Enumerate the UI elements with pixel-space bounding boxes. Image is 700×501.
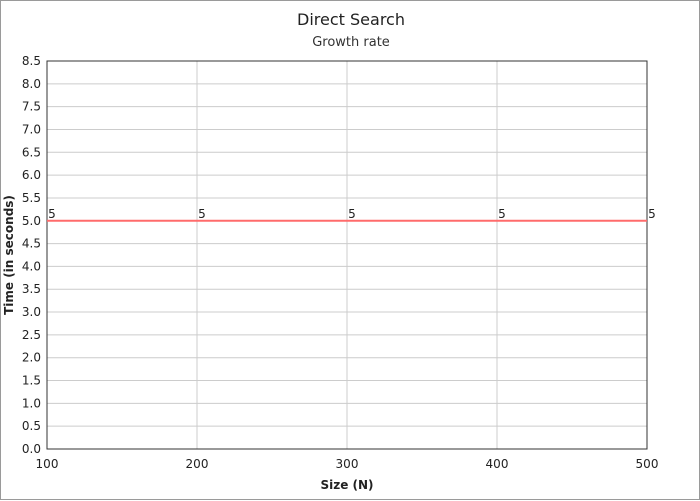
x-tick-label: 400 (486, 457, 509, 471)
y-tick-label: 4.5 (22, 237, 41, 251)
y-axis-ticks: 0.0 0.5 1.0 1.5 2.0 2.5 3.0 3.5 4.0 4.5 5.0 5.5 6.0 6… (22, 54, 41, 456)
x-axis-label: Size (N) (320, 478, 373, 492)
y-tick-label: 8.5 (22, 54, 41, 68)
y-tick-label: 5.5 (22, 191, 41, 205)
x-axis-ticks: 100 200 300 400 500 (36, 457, 659, 471)
y-tick-label: 8.0 (22, 77, 41, 91)
y-tick-label: 1.5 (22, 374, 41, 388)
y-tick-label: 6.0 (22, 168, 41, 182)
y-tick-label: 0.5 (22, 419, 41, 433)
y-tick-label: 7.0 (22, 122, 41, 136)
data-label: 5 (348, 207, 356, 221)
x-tick-label: 200 (186, 457, 209, 471)
data-labels: 5 5 5 5 5 (48, 207, 656, 221)
y-tick-label: 0.0 (22, 442, 41, 456)
y-axis-label: Time (in seconds) (2, 195, 16, 315)
data-label: 5 (48, 207, 56, 221)
y-tick-label: 5.0 (22, 214, 41, 228)
data-label: 5 (198, 207, 206, 221)
y-tick-label: 6.5 (22, 145, 41, 159)
y-tick-label: 2.0 (22, 351, 41, 365)
chart-title: Direct Search (297, 10, 405, 29)
plot-area (46, 60, 648, 450)
x-tick-label: 300 (336, 457, 359, 471)
y-tick-label: 7.5 (22, 100, 41, 114)
y-tick-label: 2.5 (22, 328, 41, 342)
y-tick-label: 1.0 (22, 396, 41, 410)
data-label: 5 (648, 207, 656, 221)
grid-lines (46, 60, 648, 450)
x-tick-label: 500 (636, 457, 659, 471)
y-tick-label: 4.0 (22, 259, 41, 273)
chart-subtitle: Growth rate (312, 35, 390, 50)
y-tick-label: 3.5 (22, 282, 41, 296)
x-tick-label: 100 (36, 457, 59, 471)
y-tick-label: 3.0 (22, 305, 41, 319)
data-label: 5 (498, 207, 506, 221)
